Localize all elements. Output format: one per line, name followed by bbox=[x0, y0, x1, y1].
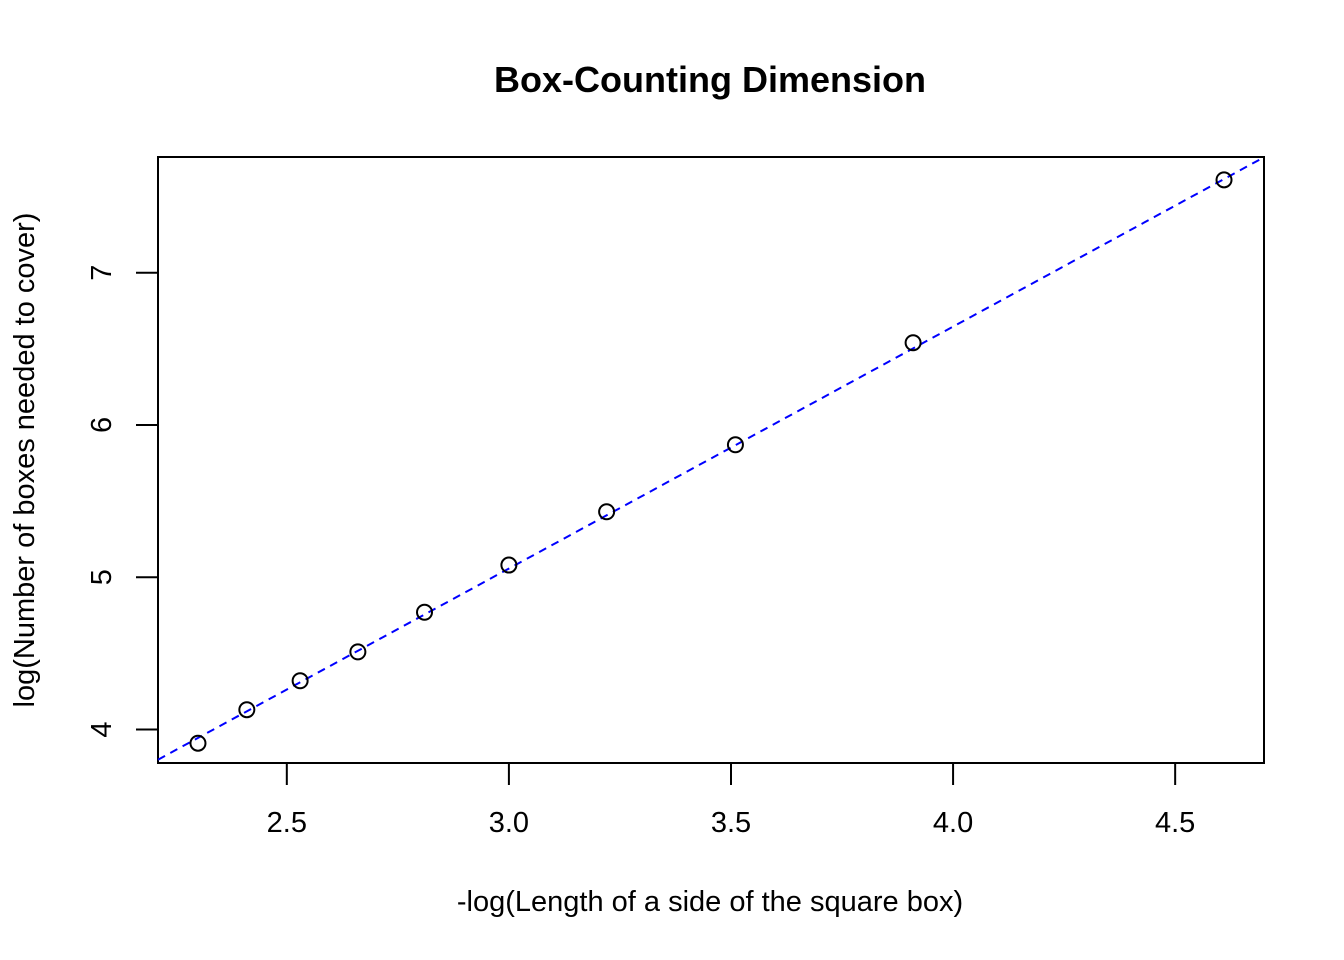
plot-area bbox=[157, 156, 1265, 761]
data-point bbox=[598, 503, 616, 521]
data-point bbox=[416, 603, 434, 621]
data-point bbox=[238, 701, 256, 719]
x-tick-label: 4.0 bbox=[933, 807, 973, 839]
data-points bbox=[189, 171, 1233, 752]
x-axis-label: -log(Length of a side of the square box) bbox=[457, 886, 963, 918]
y-tick-label: 5 bbox=[86, 569, 118, 585]
x-axis: 2.5 3.0 3.5 4.0 4.5 bbox=[267, 762, 1195, 839]
x-tick-label: 4.5 bbox=[1155, 807, 1195, 839]
data-point bbox=[726, 436, 744, 454]
y-axis: 4 5 6 7 bbox=[86, 265, 159, 738]
y-axis-label: log(Number of boxes needed to cover) bbox=[9, 213, 41, 708]
chart-title: Box-Counting Dimension bbox=[494, 59, 926, 100]
data-point bbox=[1215, 171, 1233, 189]
data-point bbox=[189, 734, 207, 752]
data-point bbox=[500, 556, 518, 574]
data-point bbox=[291, 672, 309, 690]
x-tick-label: 3.0 bbox=[489, 807, 529, 839]
data-point bbox=[904, 334, 922, 352]
x-tick-label: 3.5 bbox=[711, 807, 751, 839]
data-point bbox=[349, 643, 367, 661]
fit-line bbox=[157, 156, 1265, 761]
x-tick-label: 2.5 bbox=[267, 807, 307, 839]
y-tick-label: 7 bbox=[86, 265, 118, 281]
y-tick-label: 4 bbox=[86, 721, 118, 737]
y-tick-label: 6 bbox=[86, 417, 118, 433]
